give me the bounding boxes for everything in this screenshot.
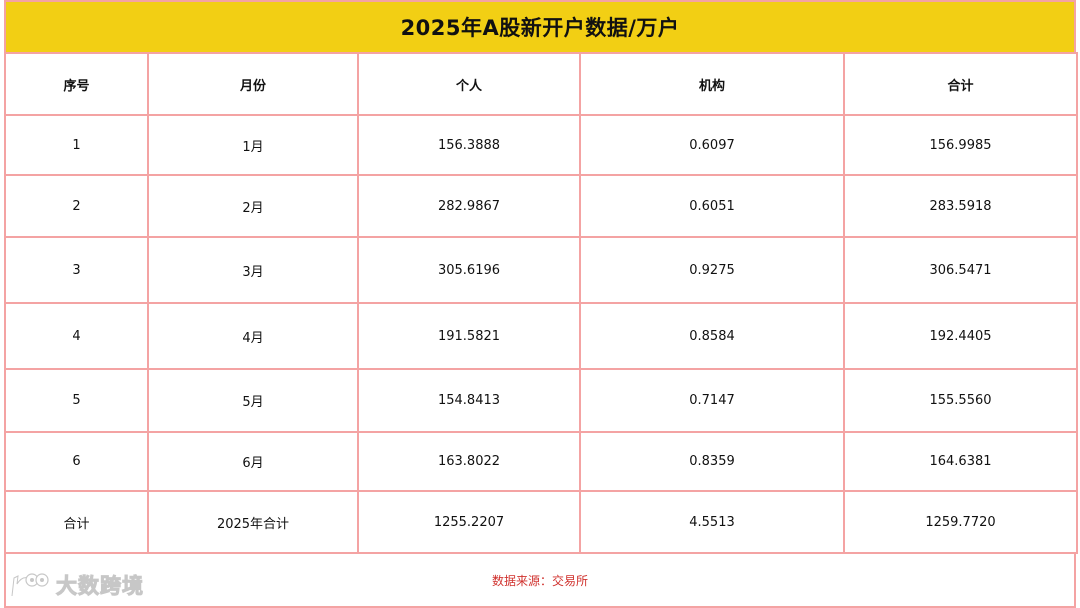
cell-individual: 1255.2207 [357,490,581,554]
cell-month: 1月 [147,114,359,176]
cell-individual: 163.8022 [357,431,581,492]
cell-total: 155.5560 [843,368,1078,433]
cell-total: 164.6381 [843,431,1078,492]
cell-institution: 4.5513 [579,490,845,554]
cell-individual: 156.3888 [357,114,581,176]
cell-month: 5月 [147,368,359,433]
cell-month: 2025年合计 [147,490,359,554]
page-title: 2025年A股新开户数据/万户 [400,16,680,40]
cell-index: 6 [4,431,149,492]
cell-total: 306.5471 [843,236,1078,304]
table-row: 6 6月 163.8022 0.8359 164.6381 [4,431,1078,492]
header-index: 序号 [4,52,149,116]
cell-institution: 0.9275 [579,236,845,304]
table-row: 1 1月 156.3888 0.6097 156.9985 [4,114,1078,176]
cell-index: 5 [4,368,149,433]
header-total: 合计 [843,52,1078,116]
cell-individual: 191.5821 [357,302,581,370]
title-bar: 2025年A股新开户数据/万户 [4,0,1076,52]
source-row: 数据来源：交易所 [4,554,1076,608]
table-total-row: 合计 2025年合计 1255.2207 4.5513 1259.7720 [4,490,1078,554]
table-header-row: 序号 月份 个人 机构 合计 [4,52,1078,116]
cell-month: 4月 [147,302,359,370]
source-note: 数据来源：交易所 [491,573,588,588]
account-data-table: 序号 月份 个人 机构 合计 1 1月 156.3888 0.6097 156.… [4,52,1078,554]
table-row: 5 5月 154.8413 0.7147 155.5560 [4,368,1078,433]
table-row: 3 3月 305.6196 0.9275 306.5471 [4,236,1078,304]
cell-index: 2 [4,174,149,238]
cell-month: 3月 [147,236,359,304]
cell-individual: 282.9867 [357,174,581,238]
table-row: 4 4月 191.5821 0.8584 192.4405 [4,302,1078,370]
cell-index: 1 [4,114,149,176]
watermark-text: 大数跨境 [56,574,144,599]
cell-index: 合计 [4,490,149,554]
cell-institution: 0.8584 [579,302,845,370]
cell-individual: 154.8413 [357,368,581,433]
watermark: 大数跨境 [8,570,144,600]
cell-month: 2月 [147,174,359,238]
cell-index: 3 [4,236,149,304]
cell-month: 6月 [147,431,359,492]
cell-institution: 0.6051 [579,174,845,238]
header-institution: 机构 [579,52,845,116]
cell-total: 192.4405 [843,302,1078,370]
cell-total: 1259.7720 [843,490,1078,554]
cell-total: 156.9985 [843,114,1078,176]
header-individual: 个人 [357,52,581,116]
cell-institution: 0.8359 [579,431,845,492]
cell-individual: 305.6196 [357,236,581,304]
data-logo-icon [10,573,49,598]
cell-index: 4 [4,302,149,370]
cell-total: 283.5918 [843,174,1078,238]
cell-institution: 0.7147 [579,368,845,433]
header-month: 月份 [147,52,359,116]
table-row: 2 2月 282.9867 0.6051 283.5918 [4,174,1078,238]
cell-institution: 0.6097 [579,114,845,176]
